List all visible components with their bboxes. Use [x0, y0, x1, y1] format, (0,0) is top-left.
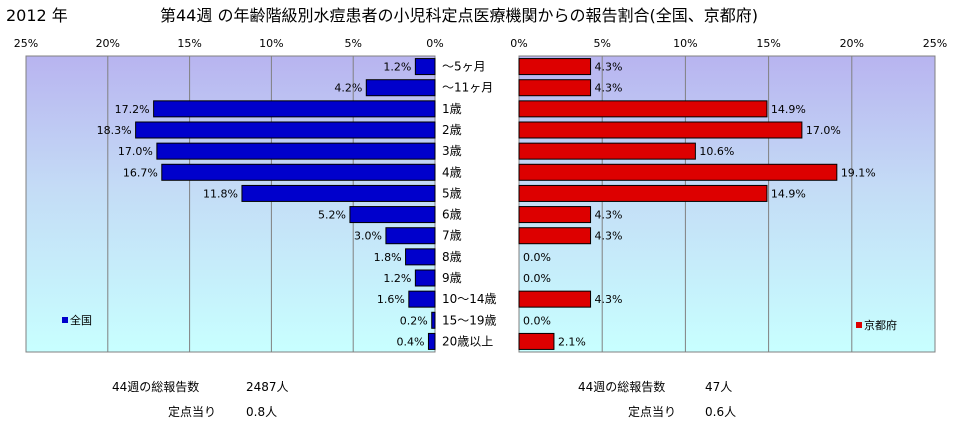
left-tick-label: 5% [344, 37, 361, 50]
national-bar [431, 311, 436, 329]
kyoto-legend-label: 京都府 [864, 318, 897, 332]
national-data-label: 17.2% [115, 103, 150, 116]
left-tick-label: 10% [259, 37, 283, 50]
kyoto-bar [518, 184, 768, 202]
category-label: 〜11ヶ月 [442, 81, 493, 95]
kyoto-bar [518, 121, 803, 139]
category-label: 2歳 [442, 123, 462, 137]
kyoto-data-label: 10.6% [699, 145, 734, 158]
kyoto-bar [518, 163, 838, 181]
national-bar [156, 142, 436, 160]
right-tick-label: 20% [840, 37, 864, 50]
category-label: 3歳 [442, 144, 462, 158]
kyoto-data-label: 14.9% [771, 103, 806, 116]
national-bar [161, 163, 436, 181]
left-tick-label: 15% [177, 37, 201, 50]
kyoto-data-label: 4.3% [595, 61, 623, 74]
kyoto-bar [518, 142, 696, 160]
kyoto-legend-swatch [856, 322, 862, 328]
national-data-label: 16.7% [123, 166, 158, 179]
category-label: 10〜14歳 [442, 292, 497, 306]
kyoto-data-label: 4.3% [595, 209, 623, 222]
category-label: 15〜19歳 [442, 313, 497, 327]
national-bar [365, 79, 436, 97]
year-label: 2012 年 [6, 6, 68, 25]
national-bar [349, 206, 436, 224]
national-data-label: 4.2% [334, 82, 362, 95]
kyoto-data-label: 2.1% [558, 335, 586, 348]
kyoto-data-label: 4.3% [595, 230, 623, 243]
kyoto-data-label: 0.0% [523, 314, 551, 327]
national-bar [414, 58, 436, 76]
national-data-label: 17.0% [118, 145, 153, 158]
national-data-label: 0.2% [400, 314, 428, 327]
national-bar [427, 332, 436, 350]
national-total-label: 44週の総報告数 [112, 380, 200, 394]
national-data-label: 1.8% [374, 251, 402, 264]
national-data-label: 1.2% [383, 272, 411, 285]
national-legend-swatch [62, 317, 68, 323]
kyoto-data-label: 4.3% [595, 293, 623, 306]
kyoto-per-site-label: 定点当り [628, 405, 677, 419]
national-legend-label: 全国 [70, 313, 92, 327]
left-tick-label: 25% [14, 37, 38, 50]
kyoto-bar [518, 227, 592, 245]
kyoto-data-label: 0.0% [523, 251, 551, 264]
kyoto-data-label: 14.9% [771, 187, 806, 200]
kyoto-total-value: 47人 [705, 380, 733, 394]
kyoto-per-site-value: 0.6人 [705, 405, 737, 419]
right-tick-label: 5% [593, 37, 610, 50]
category-label: 20歳以上 [442, 334, 493, 348]
category-label: 4歳 [442, 165, 462, 179]
category-label: 7歳 [442, 229, 462, 243]
national-data-label: 11.8% [203, 187, 238, 200]
left-tick-label: 20% [96, 37, 120, 50]
national-data-label: 1.6% [377, 293, 405, 306]
kyoto-data-label: 0.0% [523, 272, 551, 285]
national-data-label: 1.2% [383, 61, 411, 74]
national-data-label: 18.3% [97, 124, 132, 137]
right-tick-label: 0% [510, 37, 527, 50]
national-per-site-label: 定点当り [168, 405, 217, 419]
category-label: 〜5ヶ月 [442, 60, 486, 74]
national-per-site-value: 0.8人 [246, 405, 278, 419]
right-tick-label: 10% [673, 37, 697, 50]
right-tick-label: 15% [756, 37, 780, 50]
right-tick-label: 25% [923, 37, 947, 50]
category-label: 1歳 [442, 102, 462, 116]
left-tick-label: 0% [426, 37, 443, 50]
national-bar [241, 184, 436, 202]
kyoto-data-label: 4.3% [595, 82, 623, 95]
national-data-label: 0.4% [397, 335, 425, 348]
chart-title: 第44週 の年齢階級別水痘患者の小児科定点医療機関からの報告割合(全国、京都府) [160, 6, 758, 25]
national-bar [385, 227, 436, 245]
kyoto-bar [518, 100, 768, 118]
national-bar [135, 121, 436, 139]
kyoto-bar [518, 290, 592, 308]
kyoto-bar [518, 79, 592, 97]
kyoto-bar [518, 332, 555, 350]
kyoto-data-label: 17.0% [806, 124, 841, 137]
category-label: 9歳 [442, 271, 462, 285]
national-bar [408, 290, 436, 308]
national-total-value: 2487人 [246, 380, 289, 394]
national-data-label: 3.0% [354, 230, 382, 243]
kyoto-data-label: 19.1% [841, 166, 876, 179]
category-label: 6歳 [442, 208, 462, 222]
category-label: 8歳 [442, 250, 462, 264]
kyoto-bar [518, 206, 592, 224]
kyoto-bar [518, 58, 592, 76]
national-data-label: 5.2% [318, 209, 346, 222]
category-label: 5歳 [442, 186, 462, 200]
national-bar [414, 269, 436, 287]
kyoto-total-label: 44週の総報告数 [578, 380, 666, 394]
national-bar [153, 100, 436, 118]
national-bar [405, 248, 436, 266]
